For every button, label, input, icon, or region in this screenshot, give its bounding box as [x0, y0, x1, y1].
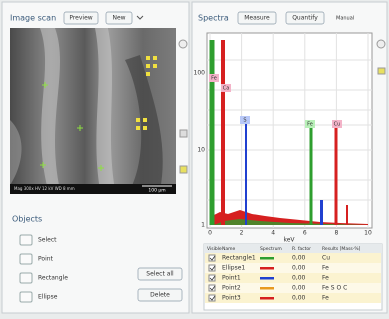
row-name: Ellipse1 — [222, 265, 245, 272]
spectrum-peak — [335, 120, 338, 225]
image-info: Mag 300x HV 12 kV WD 8 mm — [14, 186, 75, 191]
peak-label: S — [243, 118, 246, 124]
results: Fe — [322, 275, 329, 282]
results: Fe — [322, 295, 329, 302]
column-header[interactable]: R. factor — [292, 246, 311, 252]
peak-label: Fe — [307, 122, 313, 128]
spectrum-swatch — [260, 277, 274, 280]
mode-label: Manual — [336, 16, 354, 22]
results: Fe — [322, 265, 329, 272]
peak-label: Cu — [334, 122, 341, 128]
x-tick-label: 10 — [364, 230, 372, 237]
section-title: Objects — [12, 215, 42, 224]
button-label[interactable]: Preview — [69, 15, 92, 22]
spectrum-swatch — [260, 267, 274, 270]
page: {"image_panel": {"title": "Image scan", … — [0, 0, 389, 315]
spectrum-peak — [320, 200, 323, 225]
r-factor: 0,00 — [292, 265, 306, 272]
row-name: Point3 — [222, 295, 241, 302]
r-factor: 0,00 — [292, 275, 306, 282]
button-label[interactable]: Delete — [150, 292, 170, 299]
sem-image[interactable] — [10, 28, 176, 194]
tool-button[interactable] — [20, 273, 32, 283]
column-header[interactable]: Name — [222, 246, 236, 252]
results: Cu — [322, 255, 330, 262]
column-header[interactable]: Visible — [207, 246, 222, 252]
tool-label[interactable]: Rectangle — [38, 275, 68, 282]
button-label[interactable]: Measure — [244, 15, 270, 22]
side-icon[interactable] — [377, 40, 385, 48]
r-factor: 0,00 — [292, 255, 306, 262]
scale-bar: 100 µm — [148, 188, 165, 194]
x-tick-label: 0 — [208, 230, 212, 237]
column-header[interactable]: Results [Mass-%] — [322, 246, 361, 252]
spectrum-peak — [210, 40, 215, 225]
spectrum-swatch — [260, 287, 274, 290]
side-icon[interactable] — [180, 166, 187, 173]
row-name: Point1 — [222, 275, 241, 282]
tool-label[interactable]: Select — [38, 237, 57, 244]
x-axis-title: keV — [283, 237, 295, 244]
side-icon[interactable] — [378, 68, 385, 74]
tool-button[interactable] — [20, 235, 32, 245]
screen: Image scan Preview New Mag 300x HV 12 kV… — [0, 0, 389, 315]
y-tick-label: 10 — [197, 147, 205, 154]
x-tick-label: 8 — [334, 230, 338, 237]
button-label[interactable]: Select all — [146, 271, 174, 278]
results: Fe S O C — [322, 285, 347, 292]
r-factor: 0,00 — [292, 295, 306, 302]
panel-title: Image scan — [10, 14, 56, 23]
side-icon[interactable] — [180, 130, 187, 137]
peak-label: Fe — [211, 76, 217, 82]
column-header[interactable]: Spectrum — [260, 246, 282, 252]
spectrum-peak — [346, 205, 348, 225]
x-tick-label: 6 — [303, 230, 307, 237]
row-name: Rectangle1 — [222, 255, 256, 262]
tool-label[interactable]: Ellipse — [38, 294, 58, 301]
x-tick-label: 4 — [271, 230, 275, 237]
tool-button[interactable] — [20, 292, 32, 302]
spectrum-swatch — [260, 257, 274, 260]
spectrum-swatch — [260, 297, 274, 300]
spectrum-peak — [221, 40, 225, 225]
y-tick-label: 100 — [194, 70, 206, 77]
button-label[interactable]: Quantify — [292, 15, 318, 22]
spectrum-plot: 0 2 4 6 8 10 keV 100 10 1 Fe Ca S Fe Cu — [194, 33, 372, 244]
peak-label: Ca — [223, 86, 230, 92]
r-factor: 0,00 — [292, 285, 306, 292]
spectrum-peak — [245, 120, 247, 225]
row-name: Point2 — [222, 285, 241, 292]
tool-button[interactable] — [20, 254, 32, 264]
y-tick-label: 1 — [201, 222, 205, 229]
panel-title: Spectra — [198, 14, 229, 23]
x-tick-label: 2 — [240, 230, 244, 237]
side-icon[interactable] — [179, 40, 187, 48]
button-label[interactable]: New — [112, 15, 125, 22]
spectrum-peak — [310, 120, 313, 225]
tool-label[interactable]: Point — [38, 256, 54, 263]
